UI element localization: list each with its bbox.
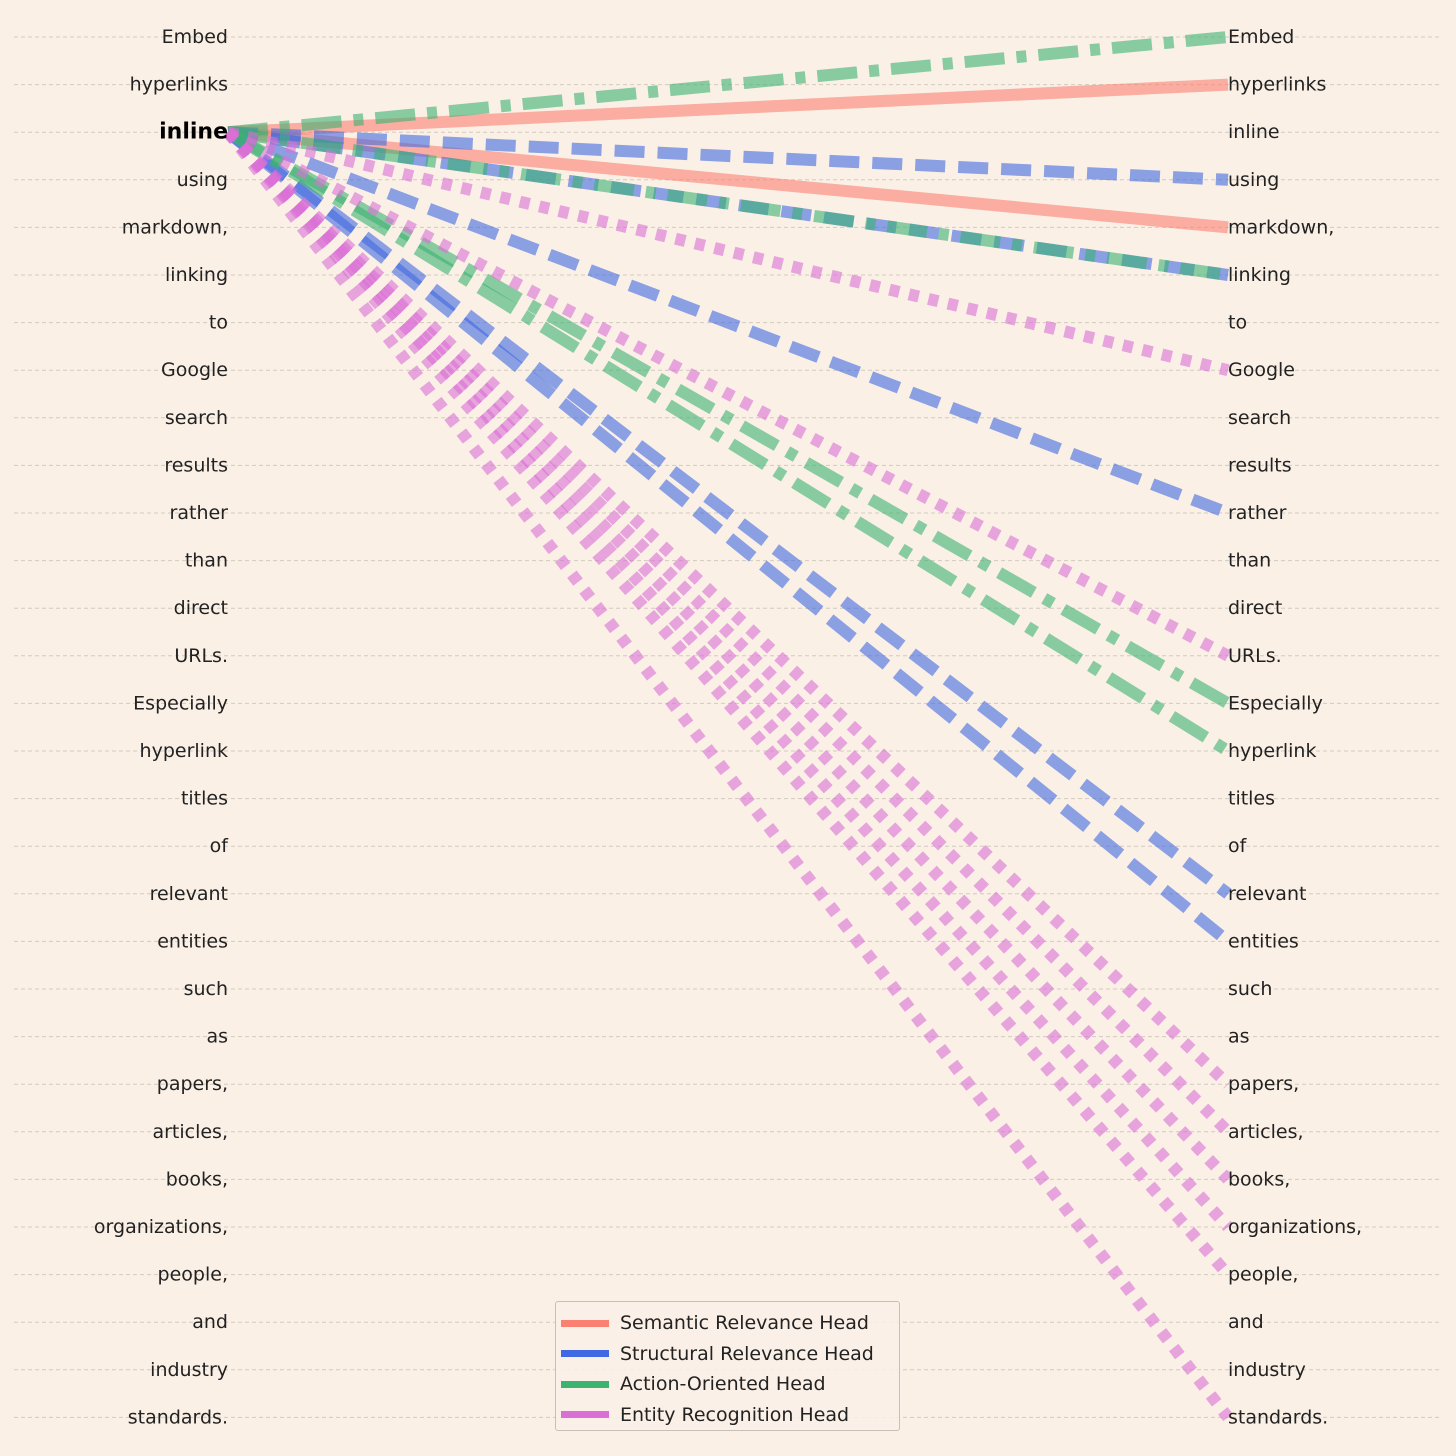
target-token-label: of <box>1228 835 1248 857</box>
source-token-label: entities <box>157 930 228 952</box>
target-token-labels: Embed hyperlinks inline using markdown, linki… <box>1228 26 1362 1428</box>
source-token-label: books, <box>166 1168 228 1190</box>
legend-label: Entity Recognition Head <box>620 1403 850 1426</box>
target-token-label: than <box>1228 550 1271 572</box>
target-token-label: such <box>1228 978 1272 1000</box>
target-token-label: organizations, <box>1228 1216 1362 1238</box>
source-token-labels: Embed hyperlinks inline using markdown, linki… <box>94 26 229 1428</box>
target-token-label: inline <box>1228 121 1280 143</box>
target-token-label: using <box>1228 169 1279 191</box>
target-token-label: hyperlinks <box>1228 74 1326 96</box>
source-token-label: and <box>192 1311 228 1333</box>
source-token-label: Especially <box>133 692 228 714</box>
source-token-label: rather <box>170 502 229 524</box>
source-token-label: search <box>165 407 228 429</box>
attention-link <box>224 127 1232 899</box>
source-token-label: inline <box>159 120 228 145</box>
source-token-label: relevant <box>150 883 228 905</box>
target-token-label: results <box>1228 454 1292 476</box>
attention-link <box>224 127 1232 757</box>
target-token-label: markdown, <box>1228 216 1334 238</box>
target-token-label: papers, <box>1228 1073 1299 1095</box>
source-token-label: results <box>164 454 228 476</box>
attention-link <box>225 126 1231 519</box>
attention-links <box>223 31 1233 1422</box>
target-token-label: entities <box>1228 930 1299 952</box>
legend: Semantic Relevance Head Structural Releva… <box>555 1301 900 1431</box>
source-token-label: standards. <box>128 1406 228 1428</box>
target-token-label: Embed <box>1228 26 1294 48</box>
attention-link <box>225 126 1231 709</box>
legend-swatch <box>561 1411 609 1419</box>
source-token-label: people, <box>158 1264 228 1286</box>
legend-entry: Semantic Relevance Head <box>556 1308 899 1339</box>
target-token-label: industry <box>1228 1359 1306 1381</box>
attention-link <box>227 126 1229 281</box>
row-gridlines <box>14 36 1442 1418</box>
attention-link <box>223 127 1233 1137</box>
source-token-label: linking <box>165 264 228 286</box>
source-token-label: organizations, <box>94 1216 228 1238</box>
target-token-label: rather <box>1228 502 1287 524</box>
source-token-label: Embed <box>162 26 228 48</box>
legend-label: Action-Oriented Head <box>620 1373 826 1396</box>
source-token-label: hyperlink <box>140 740 228 762</box>
source-token-label: to <box>209 312 228 334</box>
source-token-label: Google <box>161 359 228 381</box>
legend-label: Semantic Relevance Head <box>620 1312 869 1335</box>
target-token-label: Google <box>1228 359 1295 381</box>
source-token-label: than <box>185 550 228 572</box>
legend-swatch <box>561 1380 609 1388</box>
target-token-label: URLs. <box>1228 645 1282 667</box>
target-token-label: standards. <box>1228 1406 1328 1428</box>
target-token-label: relevant <box>1228 883 1306 905</box>
source-token-label: using <box>177 169 228 191</box>
target-token-label: direct <box>1228 597 1282 619</box>
target-token-label: titles <box>1228 788 1275 810</box>
target-token-label: books, <box>1228 1168 1290 1190</box>
target-token-label: search <box>1228 407 1291 429</box>
target-token-label: and <box>1228 1311 1264 1333</box>
target-token-label: Especially <box>1228 692 1323 714</box>
source-token-label: such <box>184 978 228 1000</box>
attention-link <box>224 127 1232 947</box>
legend-swatch <box>561 1319 609 1327</box>
target-token-label: hyperlink <box>1228 740 1316 762</box>
attention-link <box>227 126 1229 234</box>
target-token-label: people, <box>1228 1264 1298 1286</box>
source-token-label: industry <box>150 1359 228 1381</box>
legend-swatch <box>561 1350 609 1358</box>
legend-entry: Action-Oriented Head <box>556 1369 899 1400</box>
source-token-label: articles, <box>152 1121 228 1143</box>
attention-link <box>227 126 1229 186</box>
target-token-label: to <box>1228 312 1247 334</box>
source-token-label: URLs. <box>174 645 228 667</box>
attention-link <box>223 128 1233 1279</box>
source-token-label: papers, <box>157 1073 228 1095</box>
target-token-label: linking <box>1228 264 1291 286</box>
legend-label: Structural Relevance Head <box>620 1342 874 1365</box>
source-token-label: titles <box>181 788 228 810</box>
source-token-label: hyperlinks <box>130 74 228 96</box>
legend-entry: Structural Relevance Head <box>556 1339 899 1370</box>
legend-entry: Entity Recognition Head <box>556 1400 899 1431</box>
source-token-label: direct <box>174 597 228 619</box>
target-token-label: articles, <box>1228 1121 1304 1143</box>
attention-link <box>227 31 1229 139</box>
source-token-label: markdown, <box>122 216 228 238</box>
source-token-label: of <box>210 835 230 857</box>
target-token-label: as <box>1228 1026 1250 1048</box>
source-token-label: as <box>206 1026 228 1048</box>
attention-link <box>225 126 1231 662</box>
attention-link <box>227 78 1229 139</box>
